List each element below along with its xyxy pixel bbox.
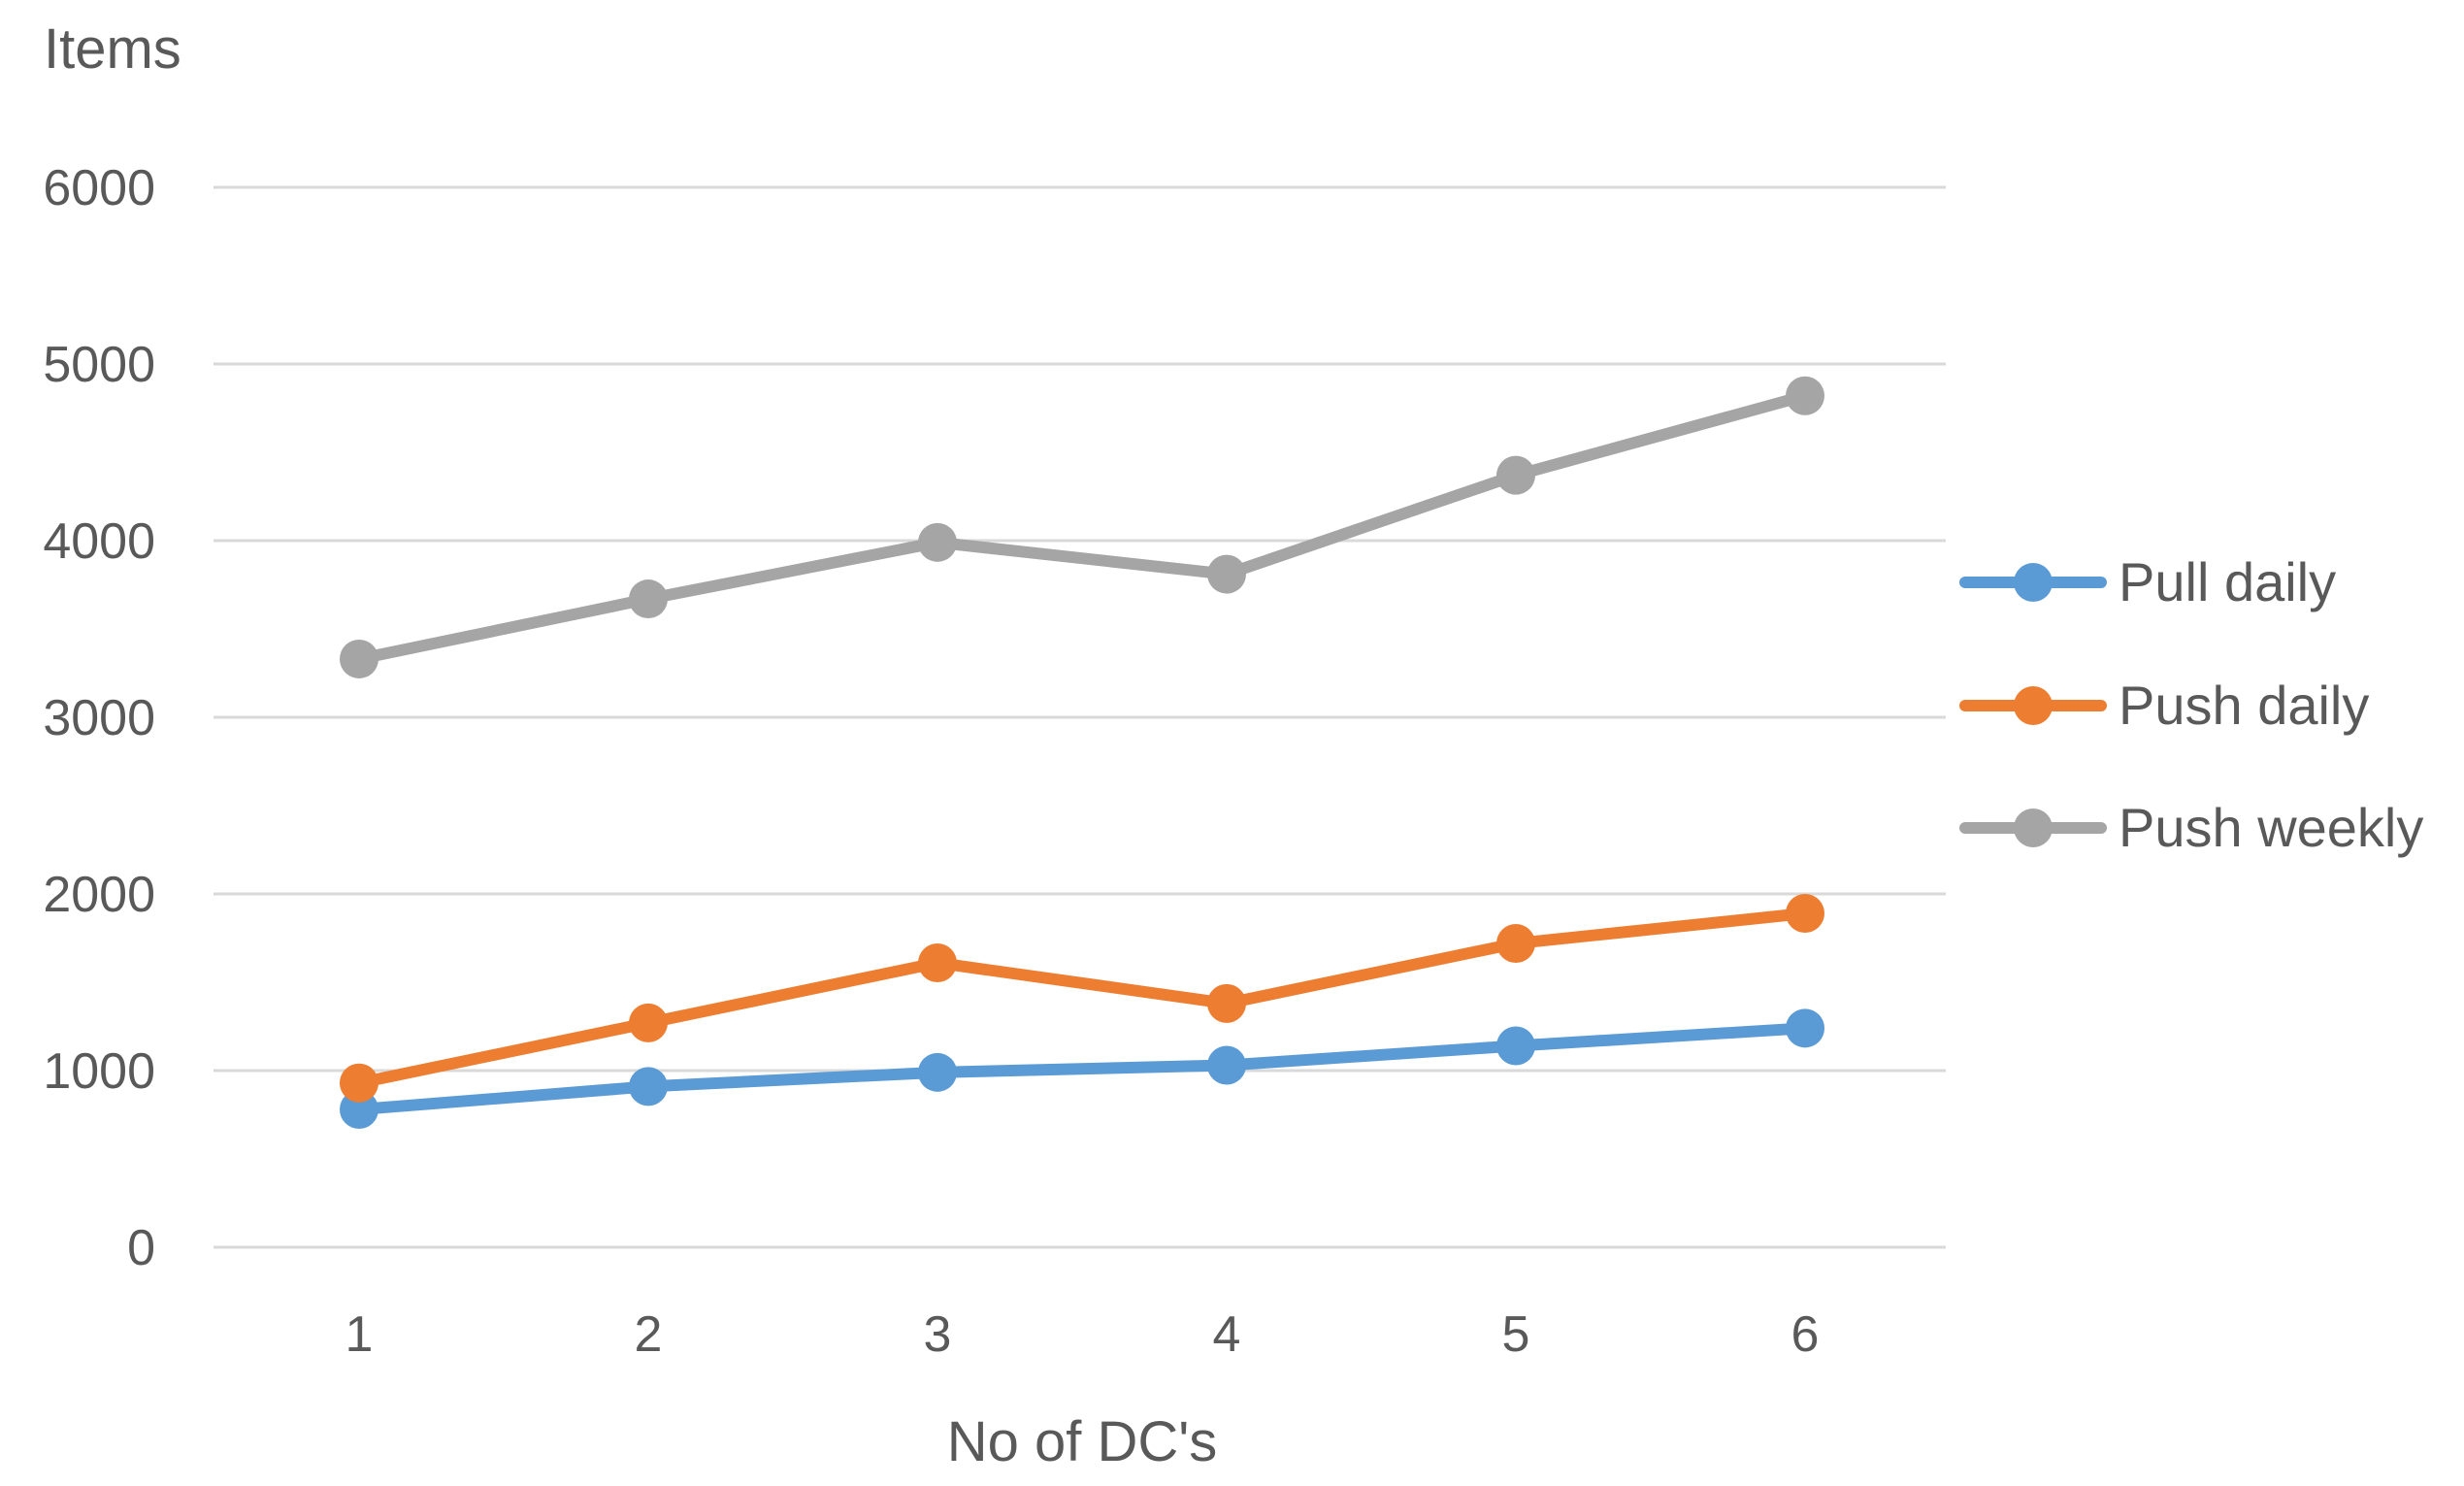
series-push-daily	[340, 894, 1824, 1103]
data-point	[1786, 894, 1824, 934]
x-tick-label: 3	[924, 1306, 952, 1363]
legend-item-push-weekly: Push weekly	[1959, 797, 2423, 858]
legend-swatch-marker	[2014, 563, 2053, 602]
data-point	[629, 1067, 668, 1106]
series-line	[353, 1022, 1811, 1116]
data-point	[918, 522, 957, 562]
legend-swatch-marker	[2014, 809, 2053, 847]
gridlines	[214, 185, 1946, 1249]
data-point	[1496, 455, 1535, 495]
data-point	[1496, 923, 1535, 963]
y-tick-label: 3000	[43, 690, 155, 746]
series-lines	[340, 376, 1824, 1130]
y-tick-label: 2000	[43, 867, 155, 923]
y-axis-ticks: 0 1000 2000 3000 4000 5000 6000	[43, 160, 155, 1276]
legend-label: Pull daily	[2119, 551, 2336, 612]
legend-label: Push daily	[2119, 675, 2369, 736]
y-tick-label: 4000	[43, 513, 155, 570]
y-tick-label: 5000	[43, 337, 155, 393]
legend-item-push-daily: Push daily	[1959, 675, 2369, 736]
x-tick-label: 5	[1502, 1306, 1530, 1363]
data-point	[1496, 1026, 1535, 1066]
data-point	[1786, 1008, 1824, 1048]
data-point	[918, 942, 957, 982]
data-point	[1207, 554, 1246, 594]
data-point	[340, 639, 378, 678]
data-point	[1207, 1045, 1246, 1085]
x-tick-label: 6	[1791, 1306, 1820, 1363]
x-tick-label: 4	[1213, 1306, 1241, 1363]
data-point	[629, 579, 668, 619]
legend-item-pull-daily: Pull daily	[1959, 551, 2336, 612]
legend-swatch-marker	[2014, 686, 2053, 725]
y-tick-label: 6000	[43, 160, 155, 216]
y-axis-title: Items	[44, 17, 181, 81]
legend: Pull daily Push daily Push weekly	[1959, 551, 2423, 858]
legend-label: Push weekly	[2119, 797, 2423, 858]
y-tick-label: 0	[127, 1220, 155, 1276]
data-point	[918, 1052, 957, 1092]
series-line	[353, 389, 1811, 665]
x-tick-label: 1	[345, 1306, 374, 1363]
series-pull-daily	[340, 1008, 1824, 1130]
y-tick-label: 1000	[43, 1043, 155, 1100]
data-point	[340, 1063, 378, 1103]
x-axis-title: No of DC's	[947, 1410, 1218, 1473]
data-point	[1207, 983, 1246, 1023]
series-line	[353, 908, 1811, 1089]
data-point	[629, 1003, 668, 1042]
x-tick-label: 2	[635, 1306, 663, 1363]
data-point	[1786, 376, 1824, 415]
series-push-weekly	[340, 376, 1824, 678]
x-axis-ticks: 1 2 3 4 5 6	[345, 1306, 1820, 1363]
